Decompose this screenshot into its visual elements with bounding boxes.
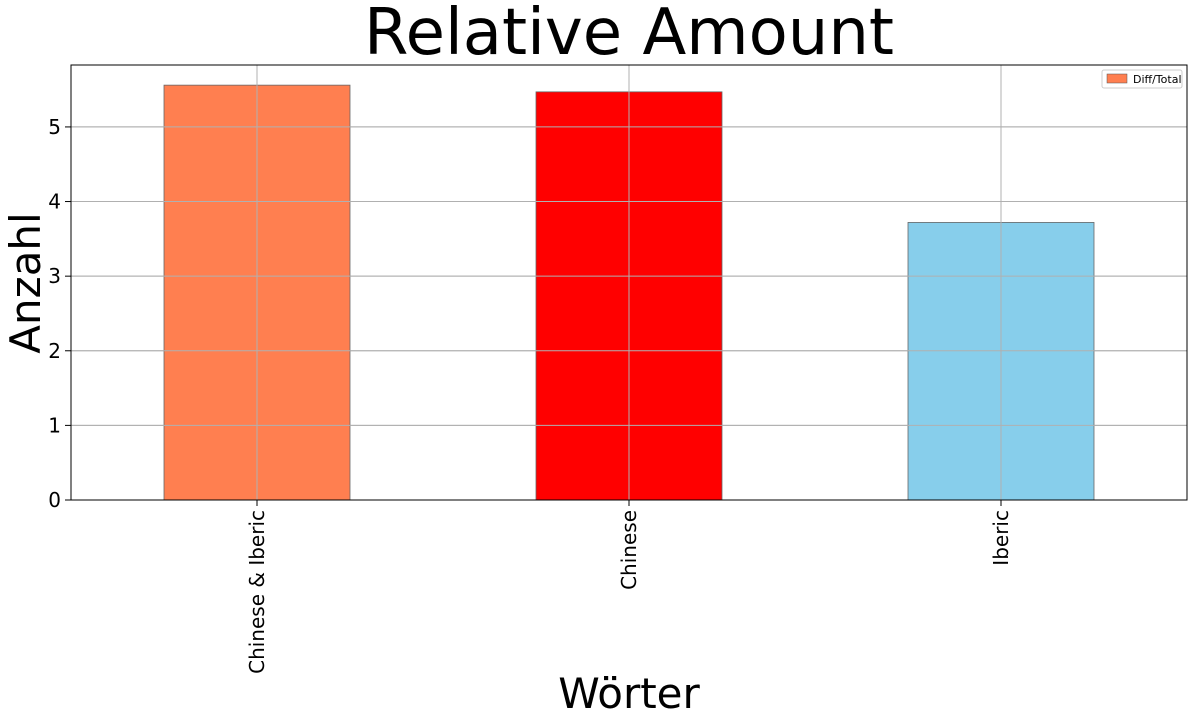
y-tick-label: 4 — [48, 190, 61, 214]
legend-swatch — [1106, 73, 1128, 84]
y-tick-label: 3 — [48, 264, 61, 288]
x-tick-label: Chinese & Iberic — [245, 510, 269, 674]
x-tick-label: Chinese — [617, 510, 641, 590]
chart-title: Relative Amount — [364, 0, 894, 70]
x-tick-label: Iberic — [989, 510, 1013, 566]
y-ticks: 0 1 2 3 4 5 — [48, 115, 71, 512]
y-axis-label: Anzahl — [1, 212, 50, 353]
bars — [71, 65, 1187, 501]
x-ticks: Chinese & Iberic Chinese Iberic — [245, 500, 1013, 674]
y-tick-label: 1 — [48, 413, 61, 437]
x-axis-label: Wörter — [558, 669, 700, 718]
legend-label: Diff/Total — [1133, 73, 1182, 86]
y-tick-label: 5 — [48, 115, 61, 139]
y-tick-label: 0 — [48, 488, 61, 512]
legend: Diff/Total — [1101, 69, 1183, 89]
y-tick-label: 2 — [48, 339, 61, 363]
